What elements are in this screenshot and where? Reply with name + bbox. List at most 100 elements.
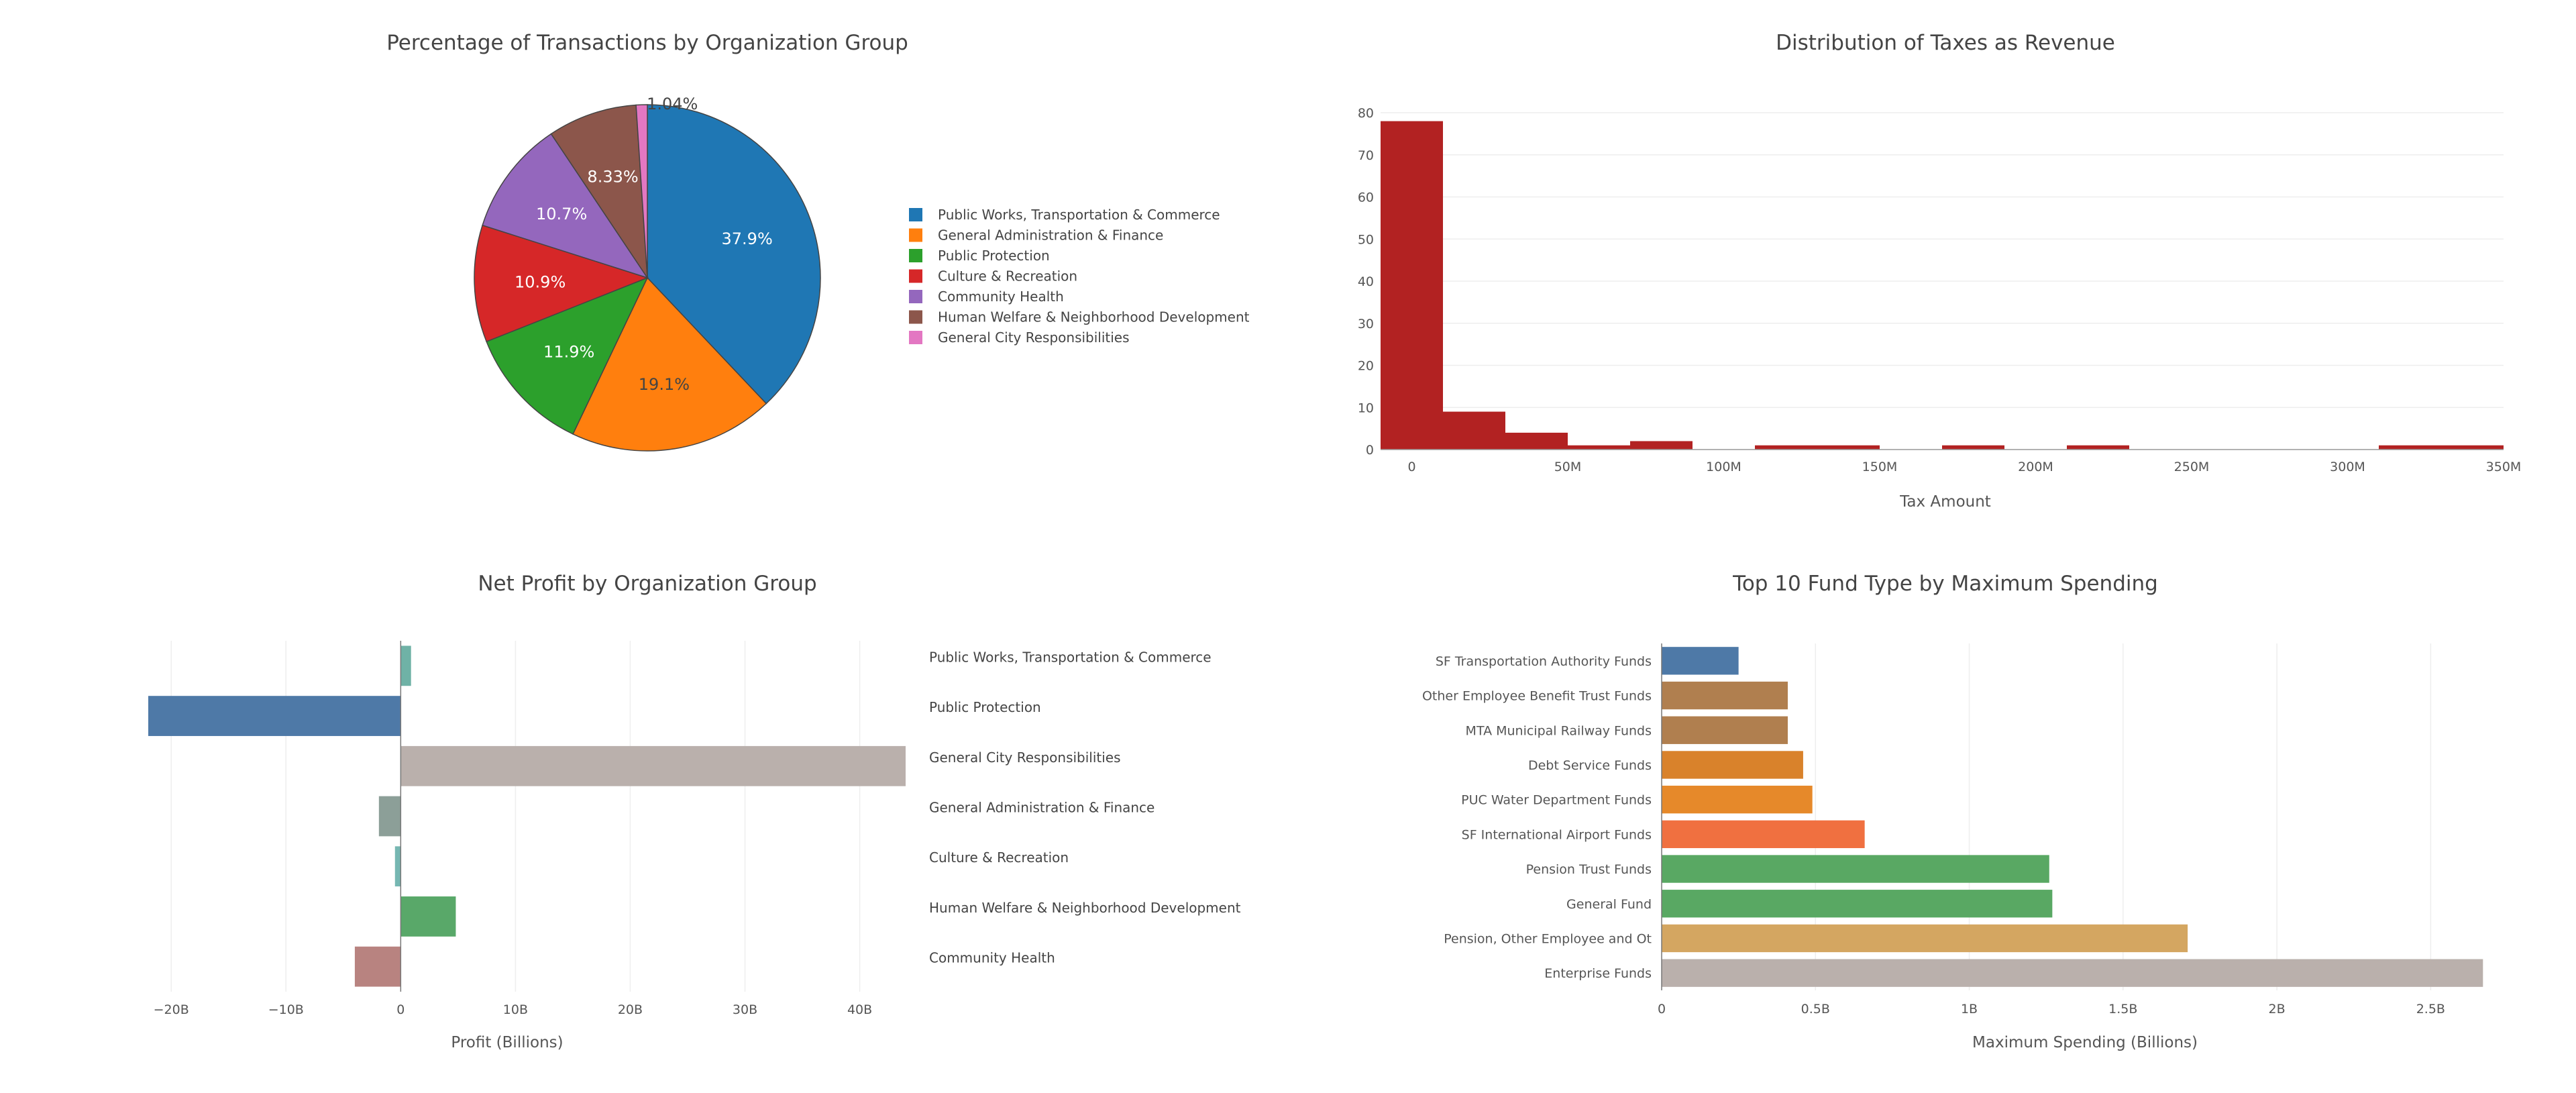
funds-x-tick-label: 0: [1658, 1002, 1666, 1017]
histogram-y-tick-label: 10: [1358, 401, 1374, 415]
histogram-x-tick-label: 250M: [2174, 460, 2210, 474]
histogram-bar: [2067, 445, 2129, 450]
fund-category-label: PUC Water Department Funds: [1461, 793, 1652, 808]
pie-chart-title: Percentage of Transactions by Organizati…: [386, 31, 908, 55]
funds-x-tick-label: 1.5B: [2108, 1002, 2137, 1017]
histogram-title: Distribution of Taxes as Revenue: [1776, 31, 2115, 55]
legend-entry: Public Works, Transportation & Commerce: [938, 207, 1220, 223]
fund-category-label: SF Transportation Authority Funds: [1436, 654, 1652, 669]
pie-slice-label: 10.9%: [515, 273, 566, 292]
pie-slice: [572, 276, 767, 452]
histogram-bar: [2379, 445, 2441, 450]
histogram-y-tick-label: 40: [1358, 274, 1374, 289]
pie-slice: [550, 104, 648, 280]
legend-swatch: [909, 331, 922, 344]
fund-bar: [1662, 785, 1813, 814]
profit-category-label: Culture & Recreation: [929, 849, 1069, 866]
funds-x-axis-label: Maximum Spending (Billions): [1972, 1034, 2198, 1051]
pie-slice: [635, 104, 648, 278]
histogram-x-tick-label: 300M: [2330, 460, 2365, 474]
legend-swatch: [909, 208, 922, 221]
histogram-bar: [1755, 445, 1817, 450]
pie-slice: [486, 276, 649, 435]
legend-swatch: [909, 290, 922, 303]
pie-slice-label: 11.9%: [543, 342, 594, 361]
legend-swatch: [909, 310, 922, 324]
legend-entry: Culture & Recreation: [938, 268, 1077, 284]
profit-bar: [400, 896, 456, 937]
profit-category-label: Public Protection: [929, 699, 1041, 715]
fund-bar: [1662, 647, 1739, 675]
profit-bar: [378, 796, 401, 837]
histogram-y-tick-label: 30: [1358, 317, 1374, 331]
pie-slice: [474, 224, 649, 343]
fund-bar: [1662, 924, 2188, 953]
profit-x-tick-label: 20B: [618, 1002, 643, 1017]
histogram-x-tick-label: 0: [1407, 460, 1415, 474]
pie-chart: Percentage of Transactions by Organizati…: [386, 31, 1250, 452]
profit-bar: [394, 846, 401, 887]
profit-category-label: General City Responsibilities: [929, 749, 1121, 766]
histogram-bar: [1568, 445, 1630, 450]
profit-x-tick-label: 30B: [733, 1002, 757, 1017]
legend-swatch: [909, 228, 922, 242]
fund-bar: [1662, 959, 2483, 987]
fund-category-label: Enterprise Funds: [1544, 966, 1652, 981]
fund-bar: [1662, 716, 1788, 744]
fund-category-label: MTA Municipal Railway Funds: [1466, 723, 1652, 738]
legend-entry: General City Responsibilities: [938, 329, 1130, 346]
funds-chart-title: Top 10 Fund Type by Maximum Spending: [1732, 572, 2158, 596]
profit-x-tick-label: 0: [396, 1002, 405, 1017]
profit-category-label: Community Health: [929, 950, 1055, 966]
profit-category-label: Human Welfare & Neighborhood Development: [929, 900, 1241, 916]
profit-x-tick-label: −20B: [154, 1002, 189, 1017]
histogram-x-tick-label: 50M: [1554, 460, 1582, 474]
histogram-bar: [2441, 445, 2504, 450]
pie-slice-label: 19.1%: [639, 375, 690, 394]
fund-bar: [1662, 681, 1788, 710]
profit-chart-title: Net Profit by Organization Group: [478, 572, 816, 596]
histogram-y-tick-label: 60: [1358, 191, 1374, 205]
tax-histogram: Distribution of Taxes as Revenue 0 10 20 30…: [1358, 31, 2522, 511]
histogram-y-tick-label: 50: [1358, 232, 1374, 247]
histogram-x-tick-label: 350M: [2486, 460, 2522, 474]
fund-bar: [1662, 855, 2049, 883]
fund-spending-chart: Top 10 Fund Type by Maximum Spending 0 0.…: [1422, 572, 2483, 1051]
histogram-x-tick-label: 150M: [1862, 460, 1898, 474]
histogram-y-tick-label: 0: [1366, 443, 1374, 458]
legend-swatch: [909, 269, 922, 283]
pie-slice: [647, 104, 821, 405]
fund-category-label: SF International Airport Funds: [1462, 827, 1652, 842]
legend-entry: Human Welfare & Neighborhood Development: [938, 309, 1250, 325]
fund-bar: [1662, 820, 1865, 849]
histogram-y-tick-label: 70: [1358, 148, 1374, 163]
pie-slice-label: 10.7%: [536, 205, 587, 223]
net-profit-chart: Net Profit by Organization Group −20B −10…: [148, 572, 1241, 1051]
histogram-bar: [1817, 445, 1880, 450]
pie-slice-label: 8.33%: [587, 168, 638, 187]
profit-x-tick-label: 40B: [847, 1002, 872, 1017]
pie-slice: [482, 133, 649, 279]
histogram-bar: [1381, 121, 1443, 450]
funds-x-tick-label: 1B: [1961, 1002, 1978, 1017]
profit-bar: [354, 946, 401, 987]
histogram-x-tick-label: 100M: [1706, 460, 1741, 474]
funds-x-tick-label: 2B: [2269, 1002, 2286, 1017]
histogram-x-axis-label: Tax Amount: [1899, 493, 1991, 511]
legend-swatch: [909, 249, 922, 262]
legend-entry: Community Health: [938, 289, 1064, 305]
legend-entry: Public Protection: [938, 248, 1050, 264]
pie-slice-label: 37.9%: [722, 229, 773, 248]
fund-category-label: General Fund: [1566, 897, 1652, 912]
fund-category-label: Debt Service Funds: [1528, 758, 1652, 773]
pie-slice-label: 1.04%: [647, 95, 698, 113]
histogram-y-tick-label: 80: [1358, 106, 1374, 121]
profit-x-tick-label: −10B: [268, 1002, 304, 1017]
histogram-x-tick-label: 200M: [2018, 460, 2053, 474]
profit-category-label: General Administration & Finance: [929, 800, 1155, 816]
profit-x-tick-label: 10B: [503, 1002, 528, 1017]
profit-bar: [148, 696, 401, 736]
funds-x-tick-label: 2.5B: [2416, 1002, 2445, 1017]
profit-x-axis-label: Profit (Billions): [451, 1034, 563, 1051]
